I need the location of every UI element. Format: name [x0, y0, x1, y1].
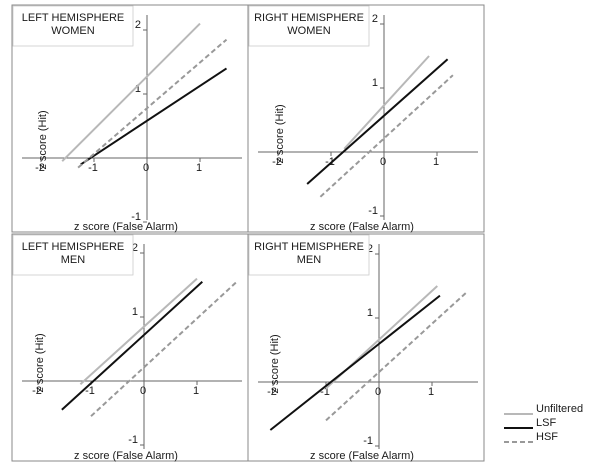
series-line-lsf	[269, 294, 441, 431]
x-tick-label: 0	[375, 386, 381, 398]
series-line-hsf	[77, 38, 228, 169]
title-box	[248, 234, 370, 276]
x-tick-label: 1	[428, 386, 434, 398]
x-axis-label: z score (False Alarm)	[310, 221, 414, 233]
series-line-lsf	[61, 281, 203, 411]
series-line-lsf	[306, 58, 449, 185]
x-tick-label: -1	[85, 385, 95, 397]
y-tick-label: 1	[132, 306, 138, 318]
x-tick-label: 1	[196, 162, 202, 174]
y-tick-label: -1	[368, 205, 378, 217]
y-tick-label: -1	[131, 211, 141, 223]
x-tick-label: -1	[320, 386, 330, 398]
x-axis-label: z score (False Alarm)	[310, 450, 414, 462]
legend-label-hsf: HSF	[536, 431, 558, 443]
panel-title-line: MEN	[61, 254, 86, 266]
x-tick-label: 0	[140, 385, 146, 397]
title-box	[248, 5, 370, 47]
y-axis-label: z score (Hit)	[269, 334, 281, 393]
y-tick-label: 2	[132, 242, 138, 254]
series-line-hsf	[319, 74, 454, 198]
y-tick-label: -1	[363, 435, 373, 447]
x-tick-label: -1	[88, 162, 98, 174]
panel-title-line: RIGHT HEMISPHERE	[254, 241, 364, 253]
y-tick-label: 1	[372, 77, 378, 89]
x-tick-label: 1	[193, 385, 199, 397]
series-line-unfiltered	[343, 55, 430, 150]
panel-title-line: WOMEN	[287, 25, 330, 37]
panel-title-line: MEN	[297, 254, 322, 266]
x-tick-label: -2	[32, 385, 42, 397]
title-box	[12, 5, 134, 47]
panel-title-line: LEFT HEMISPHERE	[22, 241, 125, 253]
legend-label-unfiltered: Unfiltered	[536, 403, 583, 415]
y-tick-label: 2	[367, 243, 373, 255]
y-axis-label: z score (Hit)	[274, 104, 286, 163]
x-tick-label: -2	[35, 162, 45, 174]
panel-title-line: WOMEN	[51, 25, 94, 37]
y-axis-label: z score (Hit)	[37, 110, 49, 169]
y-tick-label: -1	[128, 434, 138, 446]
series-line-unfiltered	[61, 22, 201, 162]
x-axis-label: z score (False Alarm)	[74, 450, 178, 462]
x-tick-label: 0	[380, 156, 386, 168]
series-line-unfiltered	[79, 277, 198, 385]
x-tick-label: 1	[433, 156, 439, 168]
legend-label-lsf: LSF	[536, 417, 556, 429]
y-tick-label: 2	[372, 13, 378, 25]
series-line-lsf	[80, 67, 228, 166]
x-tick-label: -1	[325, 156, 335, 168]
x-tick-label: -2	[272, 156, 282, 168]
title-box	[12, 234, 134, 276]
x-tick-label: -2	[267, 386, 277, 398]
legend: Unfiltered LSF HSF	[504, 403, 583, 443]
panel-title-line: LEFT HEMISPHERE	[22, 12, 125, 24]
x-tick-label: 0	[143, 162, 149, 174]
y-tick-label: 1	[367, 307, 373, 319]
series-line-hsf	[90, 281, 238, 417]
y-tick-label: 2	[135, 19, 141, 31]
panel-title-line: RIGHT HEMISPHERE	[254, 12, 364, 24]
y-axis-label: z score (Hit)	[34, 333, 46, 392]
x-axis-label: z score (False Alarm)	[74, 221, 178, 233]
y-tick-label: 1	[135, 83, 141, 95]
